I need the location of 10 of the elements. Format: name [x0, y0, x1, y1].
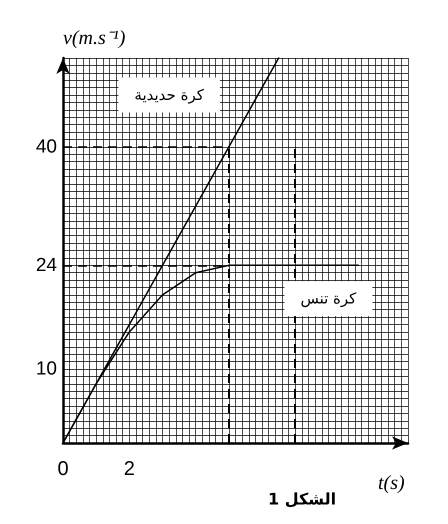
y-tick-label: 40 [36, 136, 57, 158]
y-axis-title: v(m.s⁻¹) [63, 27, 126, 49]
y-tick-label: 24 [36, 254, 58, 276]
x-axis-title: t(s) [378, 472, 405, 494]
text: الشكل 1 [268, 490, 336, 508]
y-tick-label: 10 [36, 358, 57, 380]
text: كرة حديدية [134, 86, 205, 104]
x-tick-label: 0 [57, 458, 69, 480]
series-label: كرة تنس [300, 290, 358, 308]
x-tick-label: 2 [124, 458, 135, 480]
